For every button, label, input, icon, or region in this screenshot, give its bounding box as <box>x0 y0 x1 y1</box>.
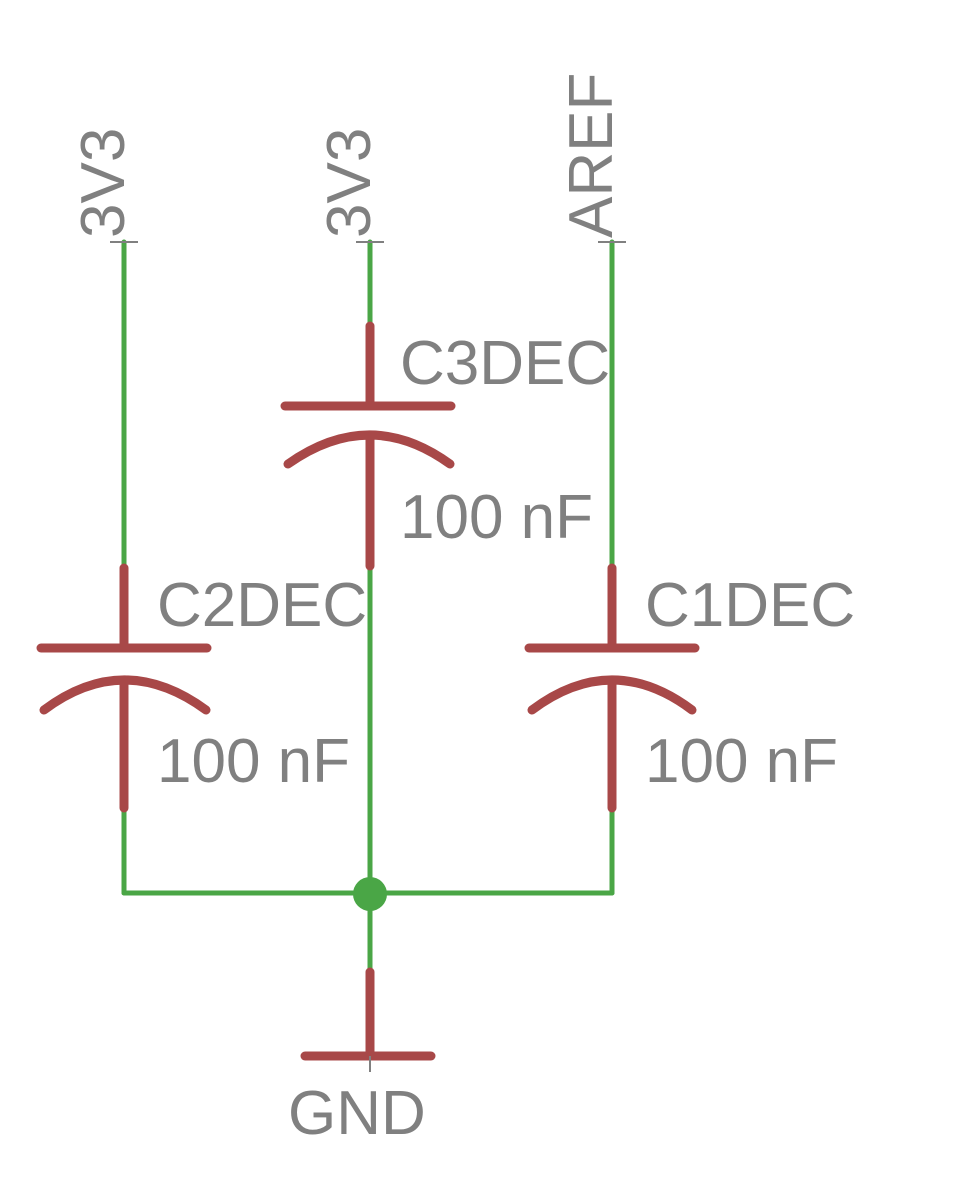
capacitor-c2dec-symbol <box>36 563 212 813</box>
c3dec-name-label: C3DEC <box>400 329 610 398</box>
c2dec-name-label: C2DEC <box>157 571 367 640</box>
capacitor-c1dec-symbol <box>524 563 700 813</box>
capacitor-c3dec-symbol <box>280 321 456 571</box>
net-label-ground: GND <box>288 1079 426 1148</box>
parts <box>36 321 700 1061</box>
junction-dot <box>353 877 387 911</box>
c3dec-value-label: 100 nF <box>400 483 593 552</box>
c1dec-value-label: 100 nF <box>645 727 838 796</box>
ground-symbol <box>300 967 436 1061</box>
c1dec-name-label: C1DEC <box>645 571 855 640</box>
labels: 3V3 3V3 AREF C3DEC 100 nF C2DEC 100 nF C… <box>69 73 855 1148</box>
net-label-right-supply: AREF <box>557 73 626 238</box>
c2dec-value-label: 100 nF <box>157 727 350 796</box>
supply-ticks <box>110 241 626 1072</box>
net-label-left-supply: 3V3 <box>69 128 138 238</box>
net-label-middle-supply: 3V3 <box>315 128 384 238</box>
